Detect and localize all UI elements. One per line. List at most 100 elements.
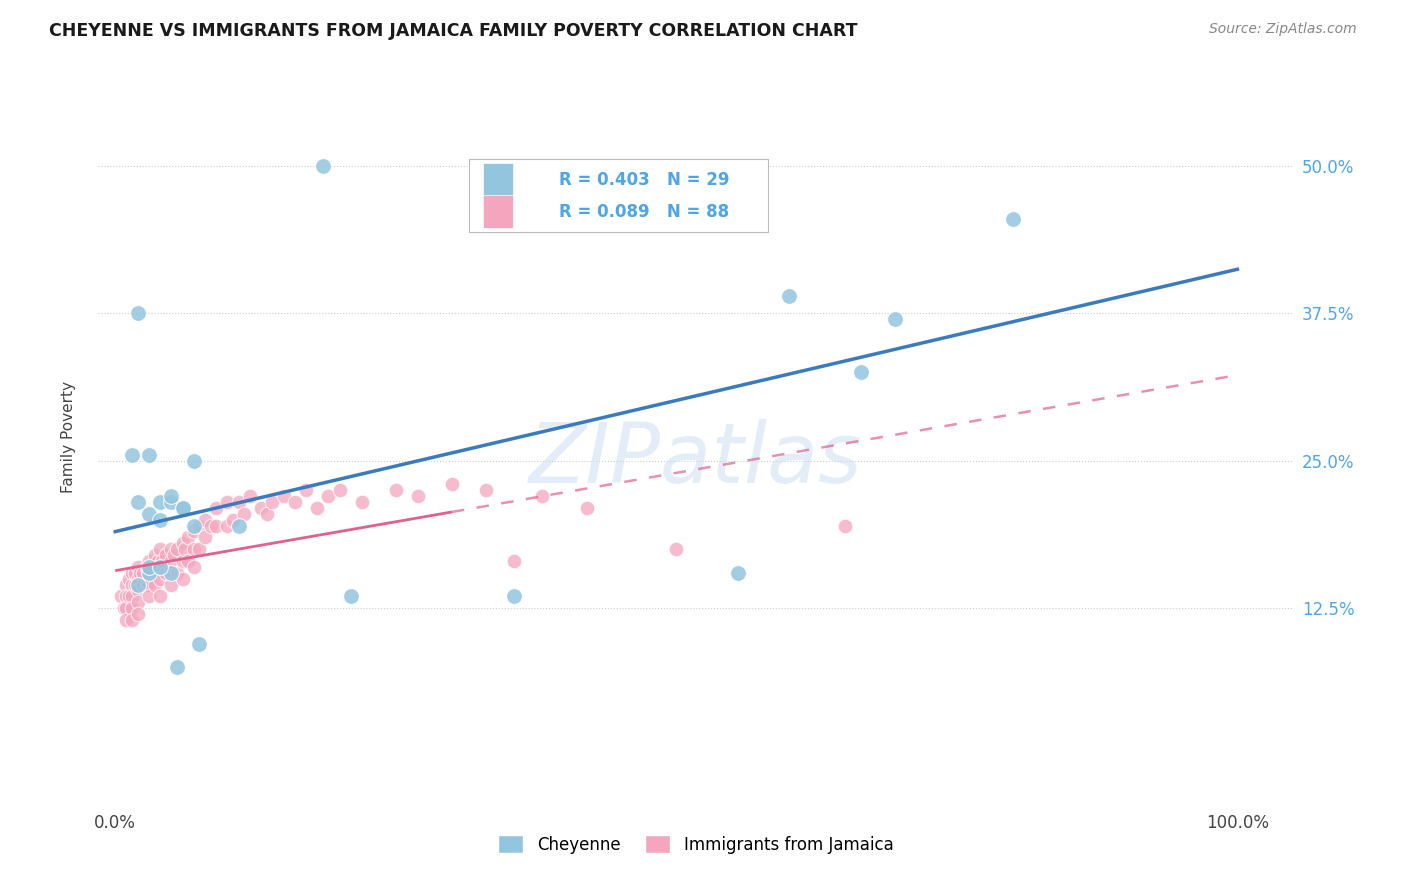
- Point: [160, 489, 183, 503]
- Point: [155, 566, 177, 580]
- Point: [194, 530, 217, 544]
- Point: [575, 500, 598, 515]
- Point: [284, 495, 307, 509]
- Point: [205, 518, 228, 533]
- Point: [121, 566, 143, 580]
- Point: [166, 660, 188, 674]
- Point: [138, 559, 160, 574]
- Point: [127, 572, 149, 586]
- Point: [127, 577, 149, 591]
- Point: [138, 566, 160, 580]
- Point: [295, 483, 318, 498]
- Text: R = 0.403   N = 29: R = 0.403 N = 29: [558, 170, 730, 188]
- Point: [135, 577, 157, 591]
- Point: [194, 513, 217, 527]
- Point: [188, 636, 211, 650]
- Point: [138, 566, 160, 580]
- Point: [149, 542, 172, 557]
- Point: [121, 577, 143, 591]
- Point: [530, 489, 553, 503]
- Point: [143, 577, 166, 591]
- Point: [138, 577, 160, 591]
- Point: [440, 477, 463, 491]
- Point: [150, 554, 173, 568]
- Point: [124, 566, 146, 580]
- Point: [273, 489, 295, 503]
- Point: [205, 500, 228, 515]
- Point: [173, 542, 195, 557]
- Point: [188, 542, 211, 557]
- Point: [138, 554, 160, 568]
- Point: [217, 495, 239, 509]
- Point: [115, 613, 138, 627]
- Point: [135, 559, 157, 574]
- Point: [884, 312, 907, 326]
- Point: [217, 518, 239, 533]
- Point: [149, 513, 172, 527]
- Point: [851, 365, 873, 379]
- Point: [177, 530, 200, 544]
- Point: [127, 559, 149, 574]
- Legend: Cheyenne, Immigrants from Jamaica: Cheyenne, Immigrants from Jamaica: [492, 829, 900, 860]
- Point: [129, 566, 152, 580]
- Point: [162, 548, 184, 562]
- Point: [149, 559, 172, 574]
- Point: [160, 542, 183, 557]
- Point: [127, 583, 149, 598]
- Point: [200, 518, 222, 533]
- Point: [166, 566, 188, 580]
- Text: CHEYENNE VS IMMIGRANTS FROM JAMAICA FAMILY POVERTY CORRELATION CHART: CHEYENNE VS IMMIGRANTS FROM JAMAICA FAMI…: [49, 22, 858, 40]
- Point: [183, 518, 205, 533]
- Point: [166, 542, 188, 557]
- Point: [172, 572, 194, 586]
- Point: [132, 566, 155, 580]
- Point: [250, 500, 273, 515]
- Y-axis label: Family Poverty: Family Poverty: [62, 381, 76, 493]
- Point: [834, 518, 856, 533]
- Point: [307, 500, 329, 515]
- Point: [239, 489, 262, 503]
- Point: [1001, 211, 1024, 226]
- Point: [228, 518, 250, 533]
- Point: [115, 590, 138, 604]
- Text: Source: ZipAtlas.com: Source: ZipAtlas.com: [1209, 22, 1357, 37]
- Point: [115, 577, 138, 591]
- Point: [385, 483, 408, 498]
- Point: [352, 495, 374, 509]
- Text: R = 0.089   N = 88: R = 0.089 N = 88: [558, 202, 728, 221]
- Point: [149, 590, 172, 604]
- Point: [143, 566, 166, 580]
- Point: [132, 577, 155, 591]
- Point: [329, 483, 352, 498]
- Point: [474, 483, 496, 498]
- Point: [188, 518, 211, 533]
- Point: [160, 577, 183, 591]
- Point: [121, 613, 143, 627]
- Point: [183, 542, 205, 557]
- Point: [118, 590, 141, 604]
- Point: [160, 566, 183, 580]
- Point: [118, 572, 141, 586]
- Point: [183, 524, 205, 539]
- Point: [141, 559, 163, 574]
- Point: [155, 548, 177, 562]
- Point: [127, 595, 149, 609]
- Point: [778, 288, 800, 302]
- FancyBboxPatch shape: [470, 159, 768, 232]
- Point: [222, 513, 245, 527]
- FancyBboxPatch shape: [484, 195, 513, 228]
- FancyBboxPatch shape: [484, 163, 513, 196]
- Text: ZIPatlas: ZIPatlas: [529, 418, 863, 500]
- Point: [127, 306, 149, 320]
- Point: [138, 590, 160, 604]
- Point: [172, 536, 194, 550]
- Point: [665, 542, 688, 557]
- Point: [340, 590, 363, 604]
- Point: [172, 500, 194, 515]
- Point: [183, 559, 205, 574]
- Point: [127, 495, 149, 509]
- Point: [149, 572, 172, 586]
- Point: [312, 159, 335, 173]
- Point: [112, 601, 135, 615]
- Point: [318, 489, 340, 503]
